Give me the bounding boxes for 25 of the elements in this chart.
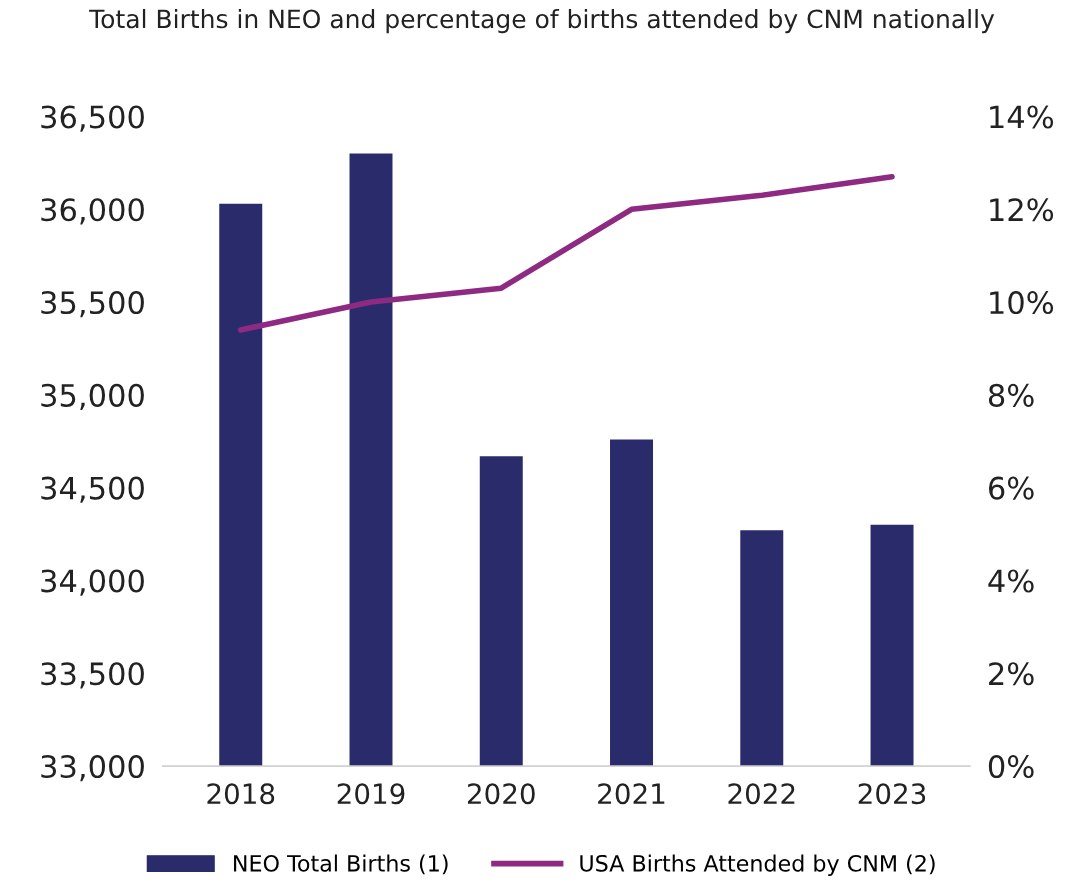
x-tick-label: 2023 xyxy=(858,783,926,805)
chart-title: Total Births in NEO and percentage of births attended by CNM nationally xyxy=(89,8,995,34)
y2-tick-label: 4% xyxy=(988,569,1034,593)
y-tick-label: 36,000 xyxy=(41,198,144,225)
y2-tick-label: 0% xyxy=(988,755,1034,779)
y-tick-label: 34,500 xyxy=(41,476,144,503)
y2-tick-label: 14% xyxy=(990,105,1054,129)
y2-tick-label: 12% xyxy=(990,198,1054,222)
x-tick-label: 2022 xyxy=(728,783,795,805)
y-tick-label: 33,500 xyxy=(41,662,144,689)
x-tick-label: 2021 xyxy=(598,783,665,805)
y2-tick-label: 10% xyxy=(990,291,1054,315)
y-tick-label: 35,000 xyxy=(41,383,144,411)
x-tick-label: 2018 xyxy=(207,783,275,805)
y2-tick-label: 2% xyxy=(989,662,1034,686)
y-tick-label: 34,000 xyxy=(41,569,144,596)
x-tick-label: 2020 xyxy=(467,783,535,805)
y-tick-label: 36,500 xyxy=(41,105,144,132)
y-tick-label: 33,000 xyxy=(41,755,144,782)
legend-label: USA Births Attended by CNM (2) xyxy=(580,854,935,876)
x-tick-label: 2019 xyxy=(337,783,405,805)
y-tick-label: 35,500 xyxy=(41,291,144,318)
y2-tick-label: 8% xyxy=(988,383,1034,407)
y2-tick-label: 6% xyxy=(988,476,1034,500)
legend-label: NEO Total Births (1) xyxy=(234,854,448,875)
